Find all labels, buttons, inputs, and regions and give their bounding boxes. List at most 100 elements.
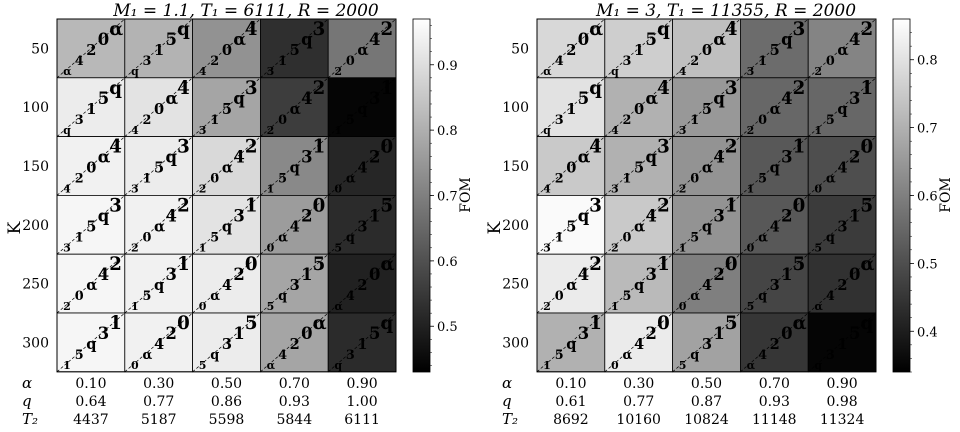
cell-glyph-mark: 4 (634, 336, 644, 353)
cell-glyph-mark: 0 (781, 324, 792, 343)
y-tick-label: 50 (511, 41, 529, 57)
heatmap-cell-2-2 (672, 136, 741, 196)
cell-glyph-mark: 2 (86, 42, 96, 59)
cell-glyph-mark: 3 (290, 277, 300, 294)
cell-glyph-mark: 2 (770, 336, 780, 353)
cell-glyph-mark: 1 (278, 54, 287, 69)
cell-glyph-mark: 2 (199, 183, 207, 196)
cell-glyph-mark: q (814, 359, 822, 372)
cell-glyph-mark: 5 (313, 254, 326, 275)
cell-glyph-mark: 3 (781, 148, 792, 167)
colorbar (892, 18, 911, 373)
cell-glyph-mark: 3 (166, 265, 177, 284)
cell-glyph-mark: α (622, 348, 632, 363)
x-tick-label: 0.93 (279, 394, 310, 410)
cell-glyph-mark: 4 (131, 124, 139, 137)
x-tick-label: 5598 (209, 412, 245, 428)
cell-glyph-mark: 2 (245, 137, 258, 158)
cell-glyph-mark: α (860, 254, 874, 275)
x-tick-label: 8692 (553, 412, 589, 428)
cell-glyph-mark: 4 (611, 124, 619, 137)
cell-glyph-mark: 4 (98, 265, 109, 284)
heatmap-cell-0-3 (740, 18, 809, 79)
cell-glyph-mark: q (131, 65, 139, 78)
cell-glyph-mark: 2 (566, 42, 576, 59)
cell-glyph-mark: 3 (109, 195, 122, 216)
cell-glyph-mark: q (278, 289, 287, 304)
colorbar-tick-label: 0.5 (437, 320, 458, 335)
heatmap-cell-5-2 (192, 312, 261, 373)
cell-glyph-mark: 2 (814, 65, 822, 78)
cell-glyph-mark: 4 (233, 148, 244, 167)
heatmap-cell-3-3 (740, 194, 809, 255)
heatmap-cell-3-0 (56, 194, 126, 255)
cell-glyph-mark: 4 (357, 160, 367, 177)
heatmap-cell-2-3 (259, 136, 329, 196)
x-tick-label: 11148 (752, 412, 797, 428)
cell-glyph-mark: 0 (849, 265, 860, 284)
heatmap-cell-2-4 (327, 136, 397, 196)
x-tick-label: 0.10 (555, 376, 586, 392)
heatmap-cell-2-4 (807, 136, 877, 196)
cell-glyph-mark: 5 (690, 230, 699, 245)
cell-glyph-mark: 0 (313, 195, 326, 216)
cell-glyph-mark: 1 (589, 313, 602, 334)
cell-glyph-mark: q (578, 206, 590, 225)
heatmap-cell-5-4 (807, 312, 877, 373)
cell-glyph-mark: 2 (657, 195, 670, 216)
cell-glyph-mark: α (380, 254, 394, 275)
cell-glyph-mark: α (578, 148, 591, 167)
cell-glyph-mark: 0 (657, 313, 670, 334)
cell-glyph-mark: 0 (747, 241, 755, 254)
cell-glyph-mark: 3 (543, 241, 551, 254)
cell-glyph-mark: α (166, 89, 179, 108)
x-tick-label: 4437 (73, 412, 109, 428)
cell-glyph-mark: α (86, 277, 97, 294)
cell-glyph-mark: 1 (177, 254, 190, 275)
cell-glyph-mark: q (210, 348, 219, 363)
heatmap-cell-3-0 (536, 194, 606, 255)
cell-glyph-mark: 0 (210, 172, 219, 187)
cell-glyph-mark: 0 (793, 195, 806, 216)
heatmap-cell-0-1 (124, 18, 194, 79)
cell-glyph-mark: 4 (278, 348, 287, 363)
heatmap-cell-1-2 (672, 77, 741, 138)
cell-glyph-mark: 2 (357, 277, 367, 294)
heatmap-cell-3-4 (807, 194, 877, 255)
y-tick-label: 300 (22, 335, 49, 351)
cell-glyph-mark: 2 (334, 65, 342, 78)
cell-glyph-mark: α (267, 359, 276, 372)
cell-glyph-mark: 3 (313, 19, 326, 40)
cell-glyph-mark: 3 (199, 124, 207, 137)
cell-glyph-mark: 1 (245, 195, 258, 216)
cell-glyph-mark: 3 (679, 124, 687, 137)
cell-glyph-mark: α (109, 19, 123, 40)
cell-glyph-mark: 3 (142, 54, 151, 69)
cell-glyph-mark: 1 (611, 300, 619, 313)
y-axis-label-left: K (5, 221, 25, 234)
cell-glyph-mark: 1 (837, 336, 847, 353)
cell-glyph-mark: 1 (860, 78, 873, 99)
cell-glyph-mark: 3 (177, 137, 190, 158)
cell-glyph-mark: 0 (860, 137, 873, 158)
x-tick-label: 0.90 (347, 376, 378, 392)
cell-glyph-mark: 3 (837, 218, 847, 235)
cell-glyph-mark: q (543, 124, 551, 137)
cell-glyph-mark: q (589, 78, 602, 99)
cell-glyph-mark: 3 (849, 89, 860, 108)
x-tick-label: 10160 (616, 412, 661, 428)
cell-glyph-mark: q (646, 148, 658, 167)
x-tick-label: 0.77 (143, 394, 174, 410)
cell-glyph-mark: 4 (369, 30, 380, 49)
cell-glyph-mark: 2 (555, 172, 564, 187)
cell-glyph-mark: 1 (210, 113, 219, 128)
cell-glyph-mark: 5 (747, 300, 755, 313)
cell-glyph-mark: 1 (334, 124, 342, 137)
cell-glyph-mark: 5 (245, 313, 258, 334)
cell-glyph-mark: q (357, 101, 367, 118)
cell-glyph-mark: 0 (566, 160, 576, 177)
cell-glyph-mark: 1 (267, 183, 275, 196)
cell-glyph-mark: 0 (334, 183, 342, 196)
colorbar-tick-label: 0.9 (437, 59, 458, 74)
cell-glyph-mark: 4 (199, 65, 207, 78)
